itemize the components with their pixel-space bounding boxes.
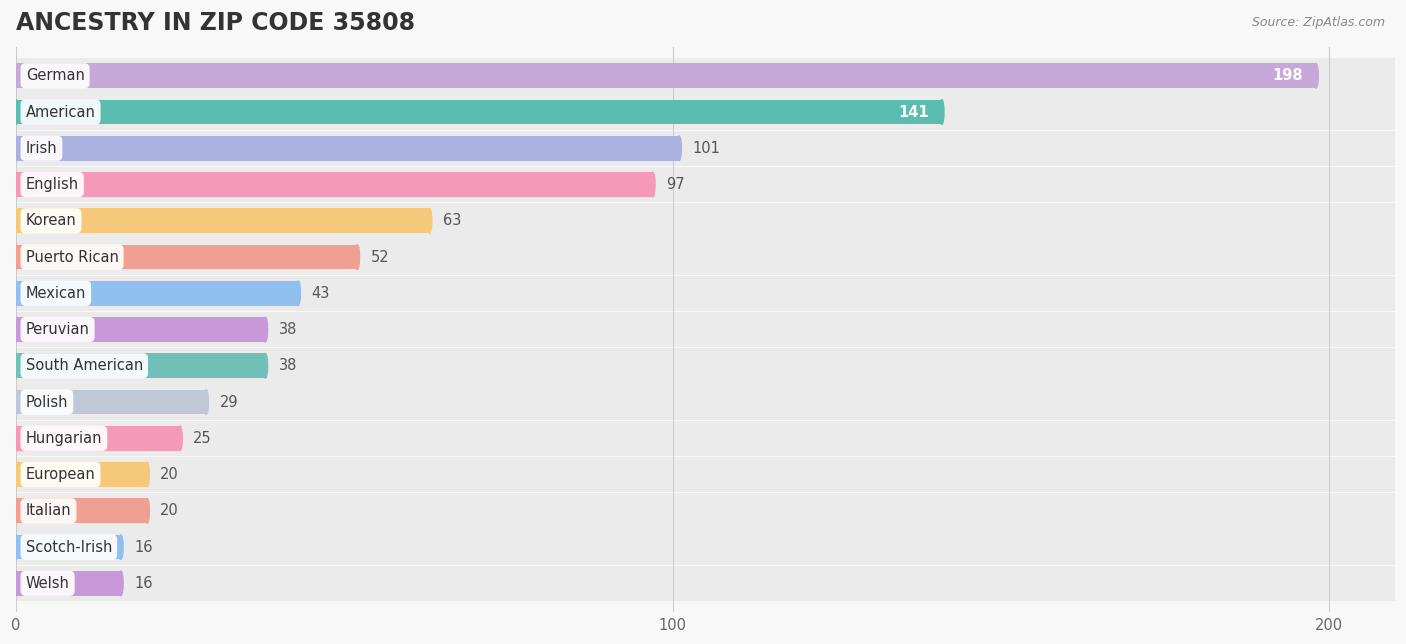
Text: Peruvian: Peruvian	[25, 322, 90, 337]
Bar	[15, 565, 1395, 601]
Circle shape	[14, 498, 18, 523]
Bar	[15, 100, 942, 124]
Circle shape	[14, 245, 18, 269]
Bar	[15, 384, 1395, 420]
Bar	[15, 535, 121, 560]
Bar	[15, 426, 180, 451]
Bar	[15, 167, 1395, 202]
Circle shape	[145, 498, 149, 523]
Circle shape	[14, 354, 18, 378]
Bar	[15, 317, 266, 342]
Text: 141: 141	[898, 104, 928, 120]
Text: ANCESTRY IN ZIP CODE 35808: ANCESTRY IN ZIP CODE 35808	[15, 11, 415, 35]
Bar	[15, 390, 207, 414]
Bar	[15, 348, 1395, 384]
Text: 43: 43	[311, 286, 329, 301]
Bar	[15, 312, 1395, 347]
Circle shape	[14, 209, 18, 233]
Circle shape	[14, 462, 18, 487]
Text: 16: 16	[134, 576, 152, 591]
Text: 97: 97	[666, 177, 685, 192]
Circle shape	[651, 172, 655, 197]
Circle shape	[14, 281, 18, 306]
Text: 25: 25	[193, 431, 212, 446]
Circle shape	[295, 281, 301, 306]
Text: 63: 63	[443, 213, 461, 228]
Bar	[15, 240, 1395, 275]
Text: 38: 38	[278, 358, 297, 374]
Circle shape	[939, 100, 943, 124]
Text: Mexican: Mexican	[25, 286, 86, 301]
Bar	[15, 136, 679, 160]
Circle shape	[145, 462, 149, 487]
Bar	[15, 498, 148, 523]
Text: 101: 101	[692, 141, 720, 156]
Bar	[15, 58, 1395, 93]
Text: 38: 38	[278, 322, 297, 337]
Text: Hungarian: Hungarian	[25, 431, 103, 446]
Bar	[15, 457, 1395, 492]
Text: 29: 29	[219, 395, 238, 410]
Circle shape	[427, 209, 432, 233]
Circle shape	[14, 317, 18, 342]
Text: 20: 20	[160, 504, 179, 518]
Text: 52: 52	[370, 249, 389, 265]
Bar	[15, 571, 121, 596]
Bar	[15, 276, 1395, 311]
Text: Korean: Korean	[25, 213, 76, 228]
Circle shape	[263, 354, 267, 378]
Circle shape	[14, 100, 18, 124]
Circle shape	[1313, 64, 1319, 88]
Bar	[15, 94, 1395, 130]
Circle shape	[118, 535, 124, 560]
Text: European: European	[25, 467, 96, 482]
Bar	[15, 203, 1395, 238]
Circle shape	[14, 426, 18, 451]
Text: English: English	[25, 177, 79, 192]
Text: Source: ZipAtlas.com: Source: ZipAtlas.com	[1251, 16, 1385, 29]
Bar	[15, 529, 1395, 565]
Bar	[15, 421, 1395, 456]
Circle shape	[263, 317, 267, 342]
Bar	[15, 64, 1316, 88]
Bar	[15, 131, 1395, 166]
Text: South American: South American	[25, 358, 143, 374]
Circle shape	[14, 390, 18, 414]
Text: American: American	[25, 104, 96, 120]
Text: 198: 198	[1272, 68, 1303, 83]
Circle shape	[14, 172, 18, 197]
Text: Puerto Rican: Puerto Rican	[25, 249, 118, 265]
Circle shape	[204, 390, 208, 414]
Circle shape	[14, 136, 18, 160]
Circle shape	[14, 571, 18, 596]
Bar	[15, 172, 652, 197]
Text: 16: 16	[134, 540, 152, 554]
Text: Irish: Irish	[25, 141, 58, 156]
Circle shape	[118, 571, 124, 596]
Bar	[15, 245, 357, 269]
Text: 20: 20	[160, 467, 179, 482]
Text: Scotch-Irish: Scotch-Irish	[25, 540, 112, 554]
Circle shape	[177, 426, 183, 451]
Text: German: German	[25, 68, 84, 83]
Circle shape	[14, 64, 18, 88]
Bar	[15, 209, 429, 233]
Bar	[15, 493, 1395, 529]
Text: Italian: Italian	[25, 504, 72, 518]
Text: Welsh: Welsh	[25, 576, 69, 591]
Bar	[15, 354, 266, 378]
Bar	[15, 462, 148, 487]
Bar	[15, 281, 298, 306]
Circle shape	[676, 136, 682, 160]
Circle shape	[356, 245, 360, 269]
Circle shape	[14, 535, 18, 560]
Text: Polish: Polish	[25, 395, 67, 410]
